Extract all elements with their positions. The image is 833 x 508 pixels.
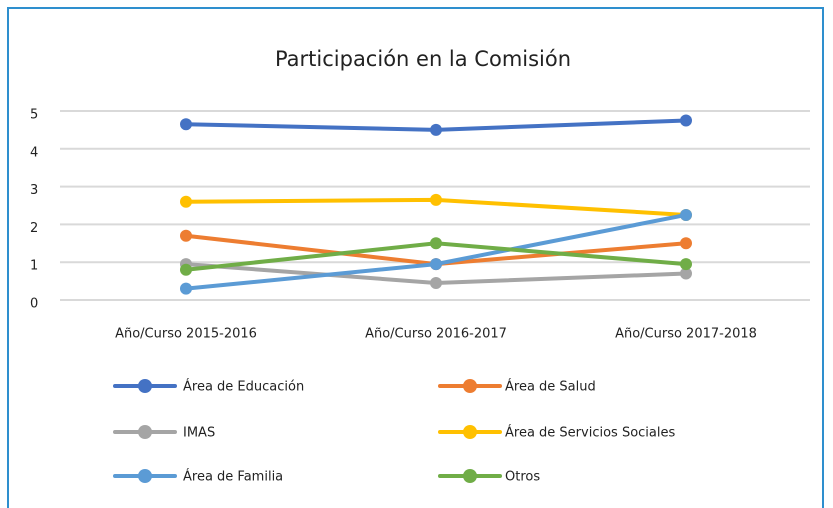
x-tick-label: Año/Curso 2017-2018 — [615, 327, 757, 342]
x-tick-label: Año/Curso 2015-2016 — [115, 327, 257, 342]
y-tick-label: 3 — [30, 183, 38, 198]
legend-label: Otros — [505, 470, 540, 485]
point — [680, 114, 692, 127]
point — [430, 258, 442, 271]
frame — [7, 7, 824, 508]
point — [180, 263, 192, 276]
y-tick-label: 5 — [30, 108, 38, 123]
legend-marker — [138, 469, 152, 483]
point — [430, 123, 442, 136]
y-tick-label: 0 — [30, 297, 38, 312]
y-tick-label: 1 — [30, 259, 38, 274]
point — [180, 118, 192, 131]
point — [180, 195, 192, 208]
y-tick-label: 4 — [30, 145, 38, 160]
chart-title: Participación en la Comisión — [275, 47, 571, 71]
legend-marker — [138, 425, 152, 439]
legend-label: Área de Familia — [183, 469, 283, 485]
point — [680, 237, 692, 250]
point — [430, 193, 442, 206]
point — [430, 276, 442, 289]
point — [430, 237, 442, 250]
legend-label: IMAS — [183, 426, 215, 441]
y-tick-label: 2 — [30, 221, 38, 236]
legend-marker — [138, 379, 152, 393]
point — [180, 229, 192, 242]
x-tick-label: Año/Curso 2016-2017 — [365, 327, 507, 342]
point — [680, 267, 692, 280]
legend-marker — [463, 469, 477, 483]
point — [180, 282, 192, 295]
point — [680, 258, 692, 271]
legend-marker — [463, 379, 477, 393]
legend-label: Área de Salud — [505, 379, 596, 395]
legend-label: Área de Educación — [183, 379, 304, 395]
legend-label: Área de Servicios Sociales — [505, 425, 675, 441]
legend-marker — [463, 425, 477, 439]
point — [680, 208, 692, 221]
